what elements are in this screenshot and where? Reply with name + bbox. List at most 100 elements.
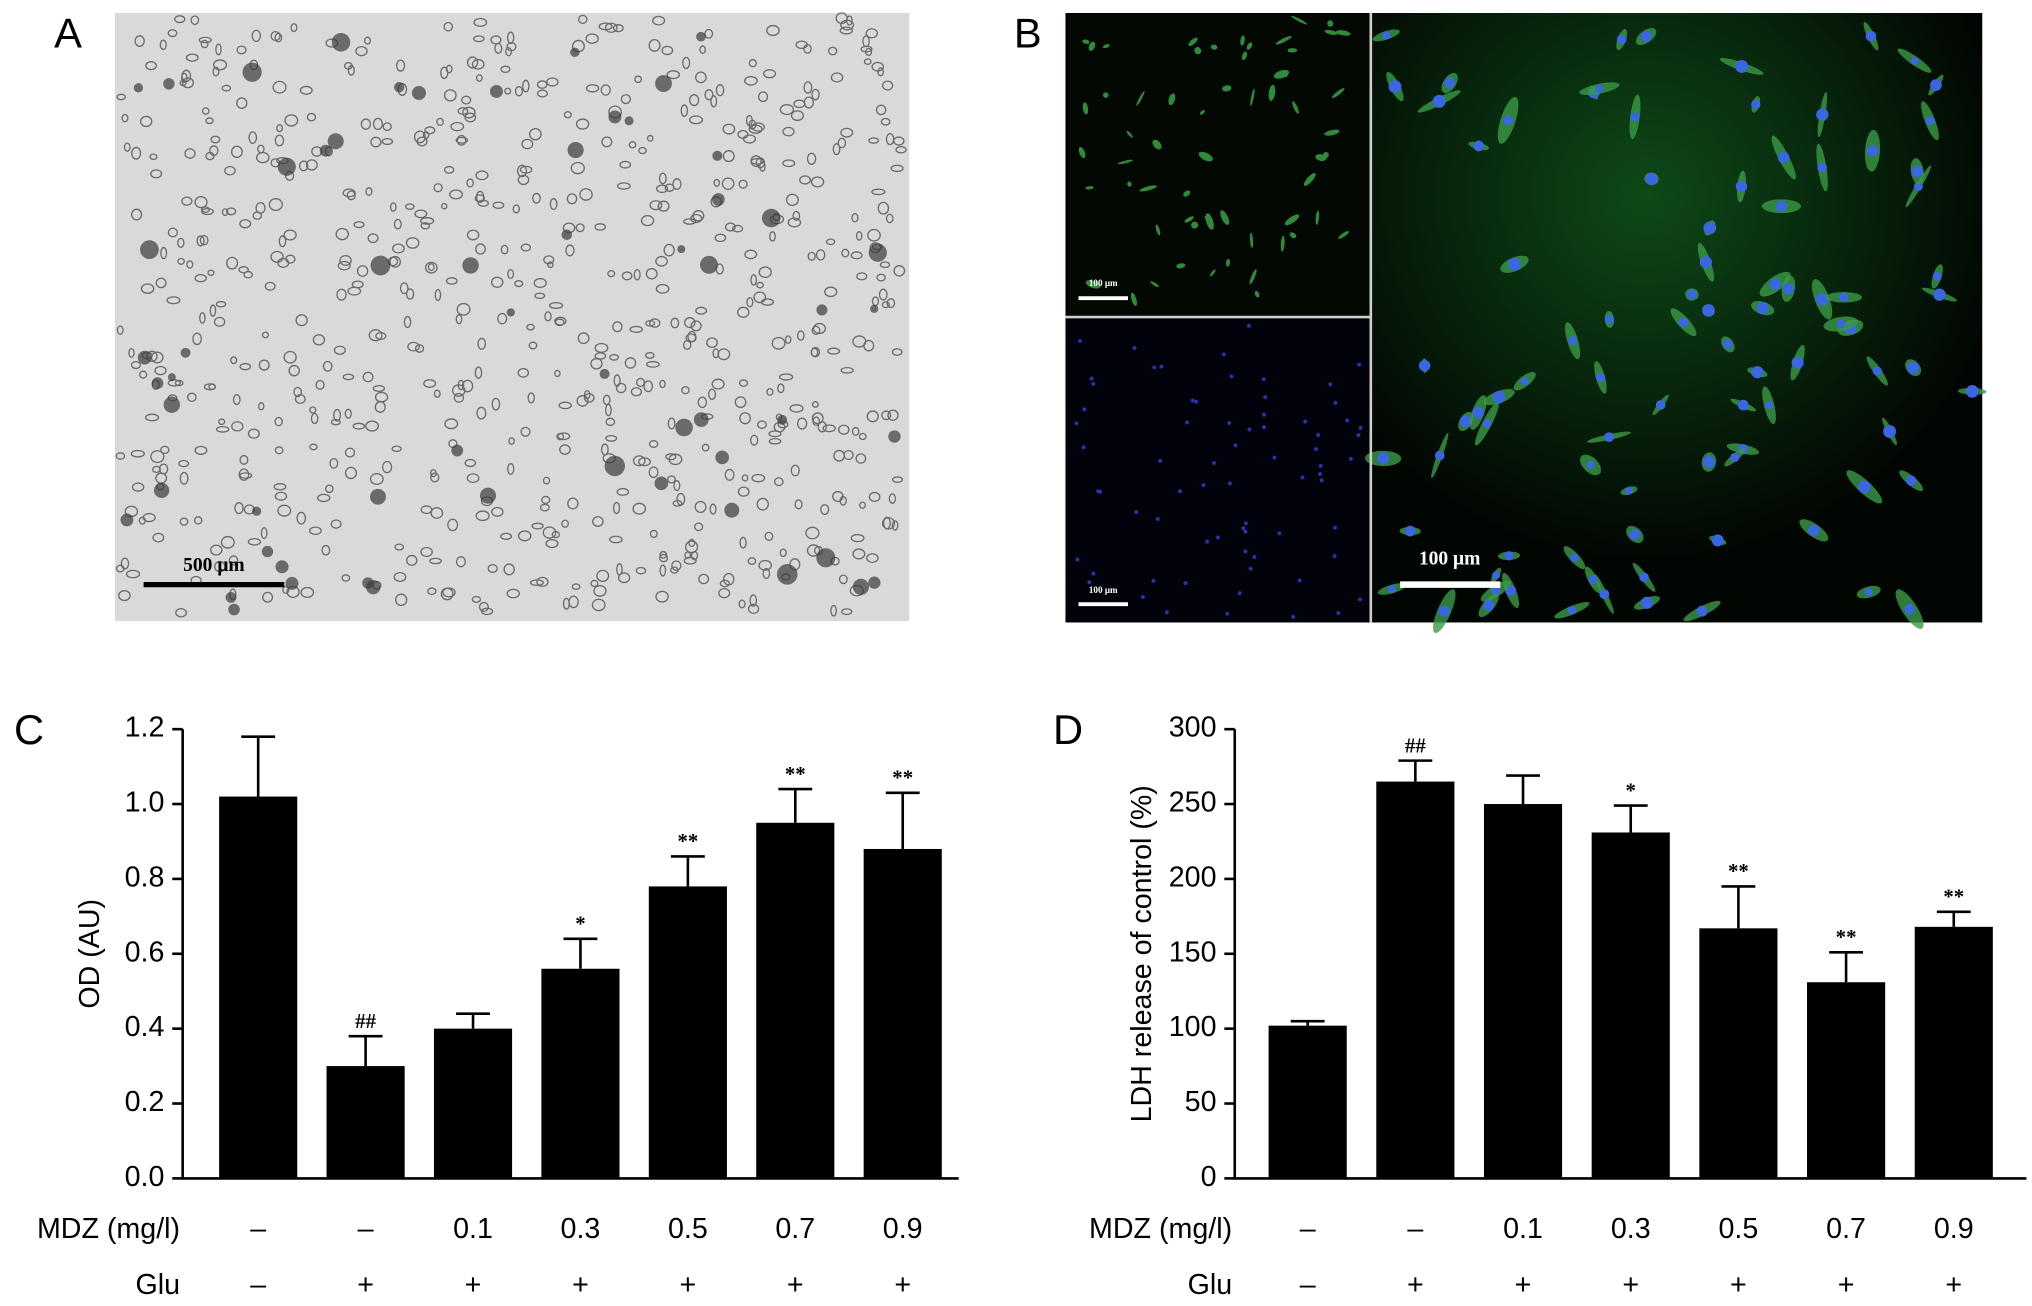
- cell-body: [675, 418, 693, 437]
- cell: [892, 476, 904, 483]
- cell: [542, 526, 557, 539]
- cell: [596, 569, 610, 583]
- cell: [324, 484, 334, 494]
- cell: [811, 412, 824, 425]
- cell-body: [394, 81, 405, 93]
- cell: [194, 445, 208, 455]
- micrograph-a: [114, 12, 910, 622]
- cell-body: [327, 133, 344, 150]
- nucleus: [1300, 475, 1305, 480]
- bar: [1699, 928, 1778, 1179]
- cell-body: [370, 255, 391, 276]
- panel-label: C: [14, 706, 44, 753]
- nucleus: [1737, 399, 1749, 411]
- cell: [389, 255, 401, 268]
- cell: [659, 564, 667, 577]
- bar: [648, 886, 727, 1179]
- cell: [342, 188, 356, 198]
- cell: [239, 472, 253, 479]
- cell: [1204, 215, 1213, 226]
- nucleus: [1357, 362, 1362, 367]
- cell: [536, 576, 549, 588]
- nucleus: [1225, 611, 1230, 616]
- cell: [282, 585, 290, 594]
- cell-body: [570, 47, 580, 58]
- cell: [199, 312, 206, 324]
- significance: *: [1626, 778, 1636, 802]
- cell: [810, 176, 825, 188]
- cell: [181, 196, 193, 206]
- nucleus: [1091, 571, 1096, 576]
- cell: [1168, 93, 1176, 106]
- cell: [695, 306, 708, 315]
- cell: [827, 46, 838, 56]
- cell: [734, 396, 747, 409]
- cell: [851, 212, 859, 223]
- cell: [794, 499, 803, 510]
- nucleus: [1316, 432, 1321, 437]
- cell-body: [331, 33, 351, 52]
- cell: [443, 165, 455, 174]
- cell: [666, 70, 681, 80]
- cell: [539, 503, 550, 512]
- cell: [356, 265, 369, 277]
- nucleus: [1243, 529, 1248, 534]
- cell: [167, 227, 178, 238]
- category-label: 0.1: [1503, 1213, 1543, 1245]
- cell-body: [140, 240, 159, 260]
- cell: [236, 45, 247, 55]
- cell: [722, 150, 735, 163]
- cell: [1336, 30, 1351, 36]
- cell: [1126, 130, 1133, 138]
- cell: [738, 379, 749, 387]
- cell: [405, 237, 420, 249]
- cell: [612, 24, 624, 33]
- cell: [784, 335, 792, 344]
- cell: [632, 455, 646, 467]
- nucleus: [1233, 443, 1238, 448]
- y-tick-label: 300: [1169, 712, 1217, 744]
- cell: [209, 304, 217, 317]
- cell: [697, 396, 708, 409]
- nucleus: [1319, 478, 1324, 483]
- cell: [395, 593, 408, 607]
- nucleus: [1263, 395, 1268, 400]
- cell: [646, 134, 654, 142]
- cell: [144, 413, 160, 422]
- cell: [462, 106, 476, 119]
- category-label: +: [572, 1269, 589, 1301]
- cell: [1246, 42, 1253, 50]
- cell: [433, 183, 443, 193]
- category-label: +: [894, 1269, 911, 1301]
- cell: [260, 527, 268, 540]
- cell: [856, 272, 868, 281]
- cell: [504, 87, 512, 95]
- cell: [811, 325, 821, 336]
- cell: [174, 379, 184, 387]
- cell: [655, 255, 668, 267]
- significance: **: [785, 762, 806, 786]
- cell: [605, 434, 618, 442]
- nucleus: [1735, 59, 1749, 73]
- cell: [506, 31, 515, 45]
- cell: [886, 298, 896, 309]
- cell: [692, 210, 705, 222]
- cell: [635, 566, 647, 575]
- nucleus: [1483, 599, 1495, 611]
- cell: [436, 117, 444, 126]
- cell-body: [261, 545, 274, 558]
- bar: [1376, 781, 1455, 1179]
- cell: [1292, 101, 1299, 114]
- nucleus: [1906, 361, 1920, 374]
- cell: [561, 519, 569, 528]
- cell: [520, 426, 531, 437]
- cell: [239, 454, 249, 465]
- cell: [827, 347, 841, 355]
- category-label: 0.7: [1826, 1213, 1866, 1245]
- cell: [312, 334, 326, 346]
- cell: [1324, 129, 1340, 136]
- cell: [649, 200, 663, 211]
- cell: [429, 557, 442, 565]
- cell: [406, 554, 418, 566]
- category-label: 0.9: [1934, 1213, 1974, 1245]
